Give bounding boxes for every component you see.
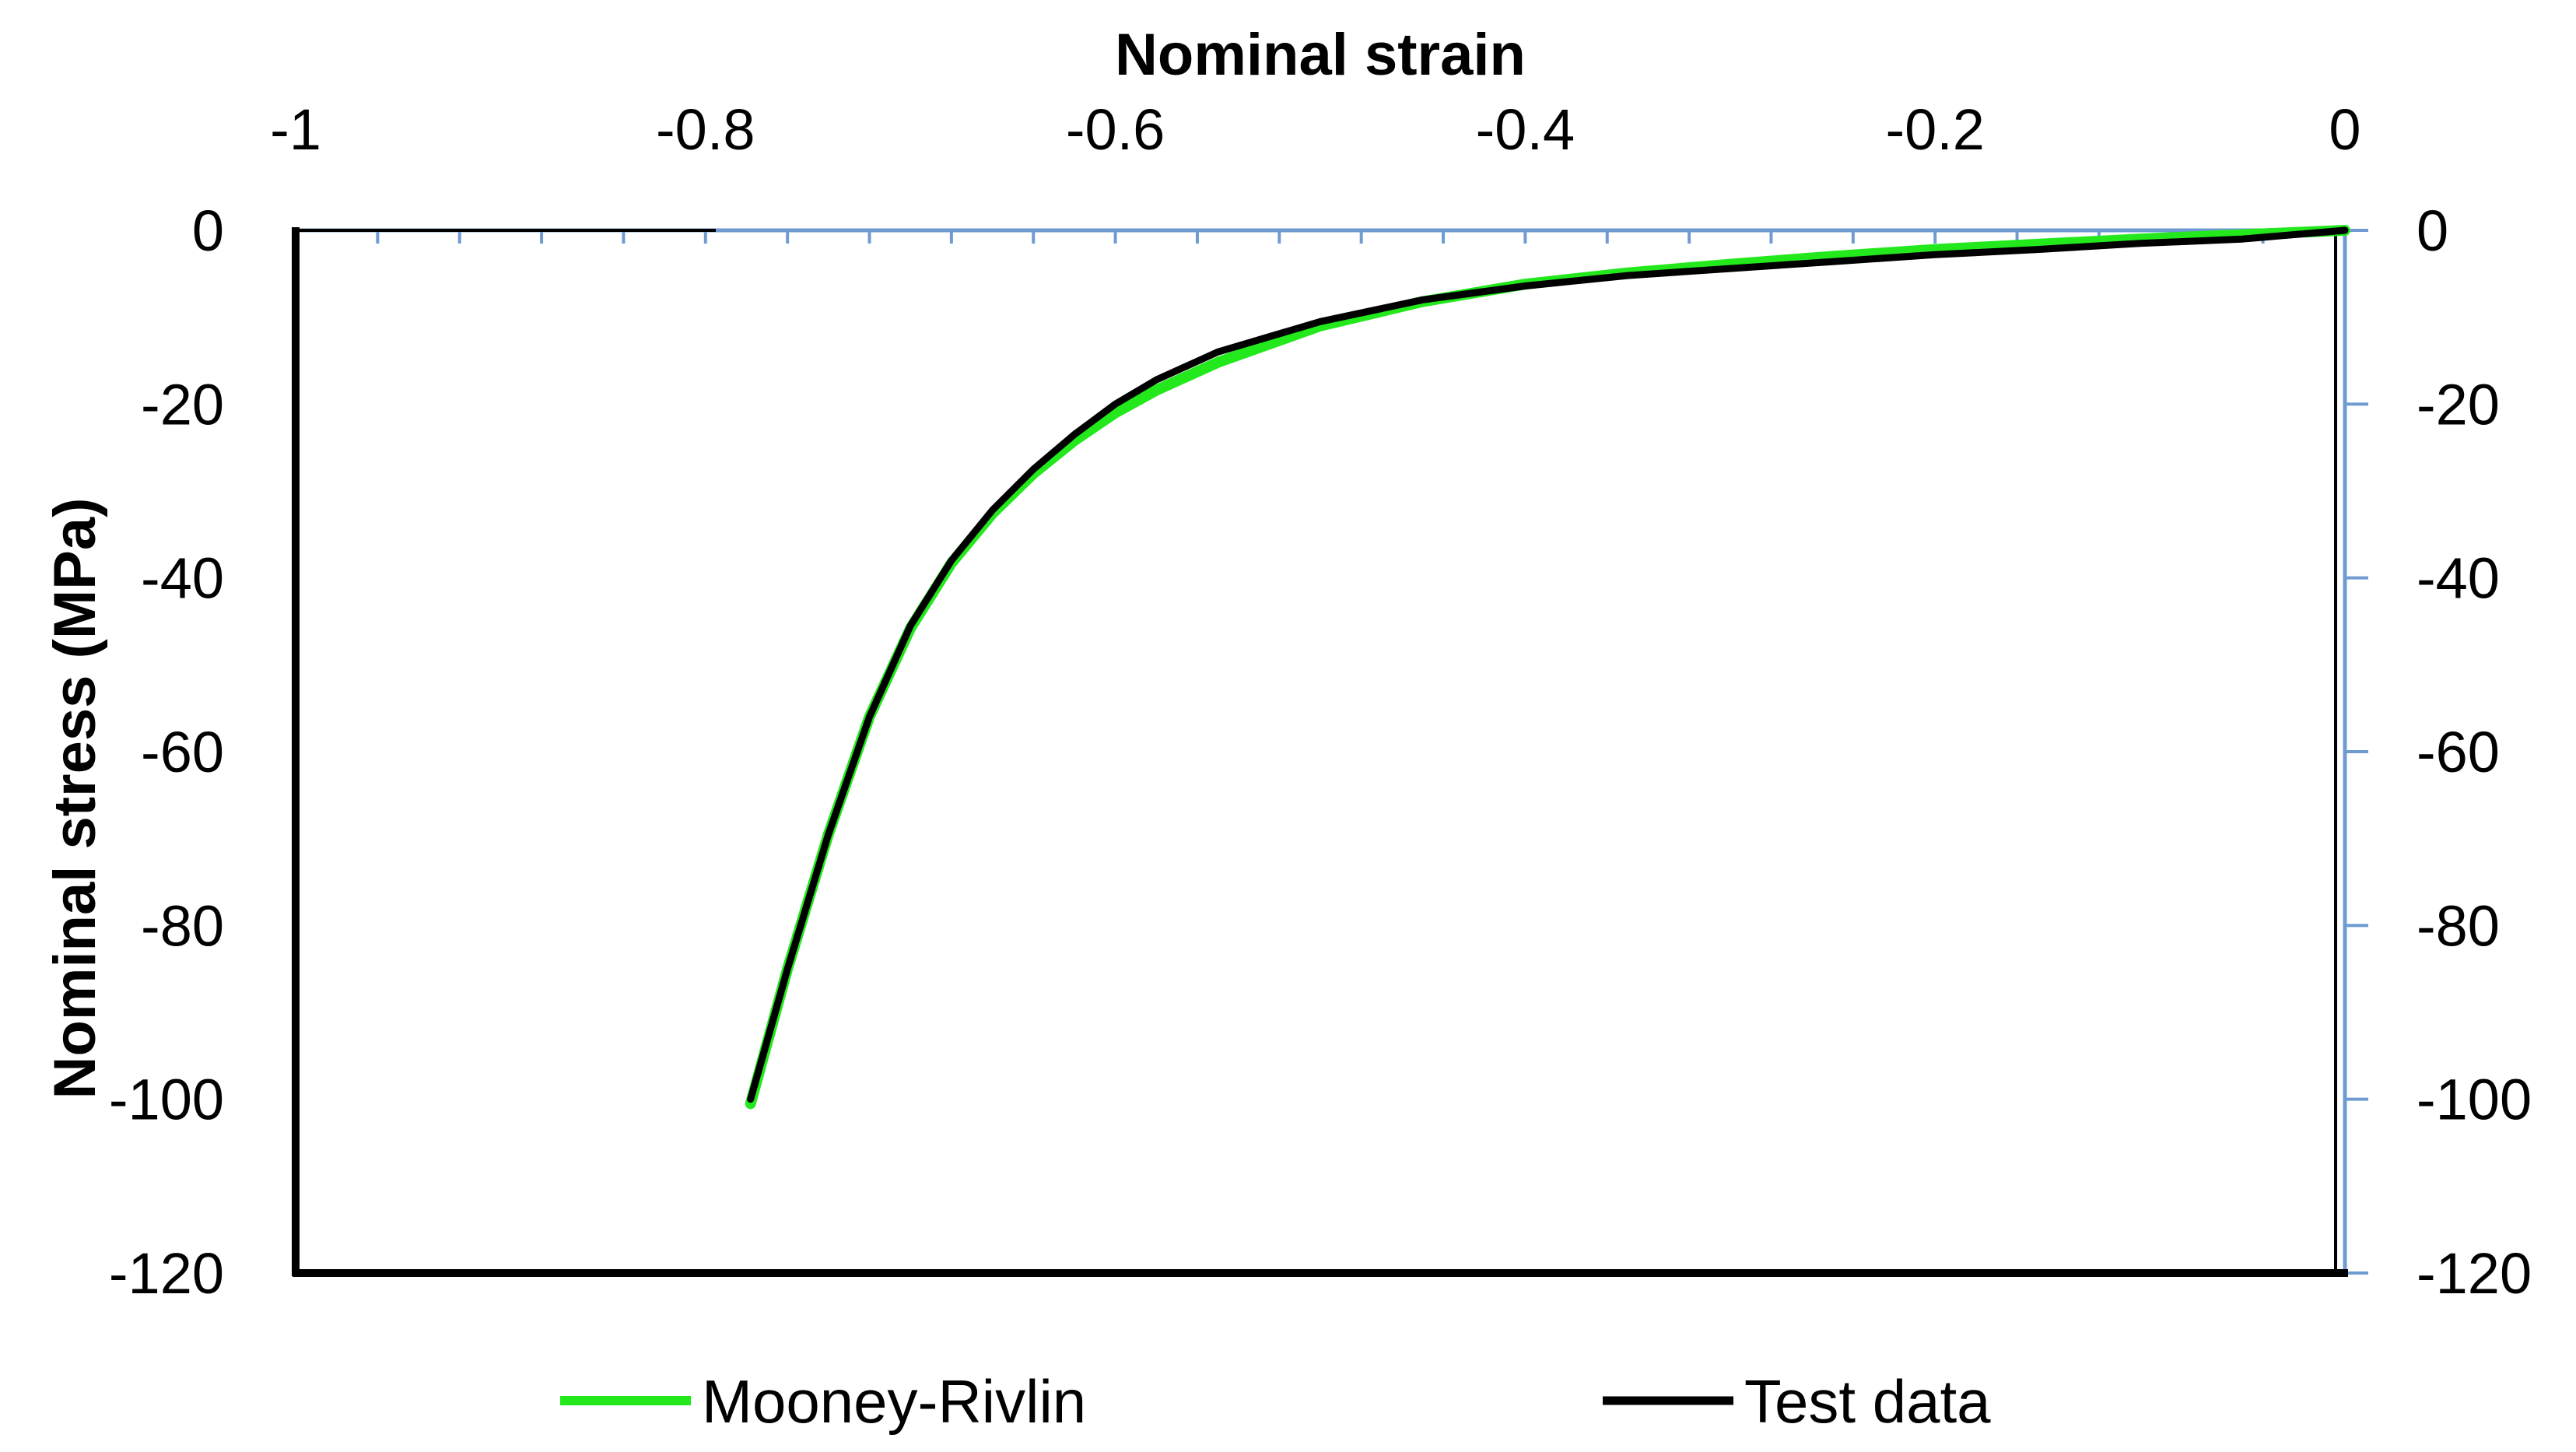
y-tick-label-left: -80	[141, 893, 224, 958]
y-tick-label-right: -100	[2417, 1068, 2532, 1132]
x-tick-label: -0.2	[1885, 97, 1985, 162]
y-axis-title: Nominal stress (MPa)	[42, 498, 108, 1100]
y-tick-label-left: -120	[109, 1241, 224, 1306]
x-axis-title: Nominal strain	[1115, 22, 1526, 88]
x-tick-label: 0	[2329, 97, 2360, 162]
y-tick-labels-right: 0 -20 -40 -60 -80 -100 -120	[2417, 198, 2532, 1306]
y-tick-label-left: -60	[141, 720, 224, 784]
y-tick-label-right: -120	[2417, 1241, 2532, 1306]
legend-label: Mooney-Rivlin	[702, 1367, 1086, 1436]
y-tick-label-left: 0	[192, 198, 224, 263]
y-tick-label-right: -40	[2417, 546, 2500, 611]
legend: Mooney-Rivlin Test data	[560, 1367, 1991, 1436]
series-line-0	[745, 225, 2350, 1110]
y-tick-label-left: -100	[109, 1068, 224, 1132]
series-line-1	[747, 226, 2349, 1103]
y-tick-label-right: -80	[2417, 893, 2500, 958]
y-tick-label-right: 0	[2417, 198, 2448, 263]
y-tick-label-right: -20	[2417, 372, 2500, 437]
y-tick-labels-left: 0 -20 -40 -60 -80 -100 -120	[109, 198, 224, 1306]
x-tick-labels: -1 -0.8 -0.6 -0.4 -0.2 0	[270, 97, 2360, 162]
y-tick-label-left: -40	[141, 546, 224, 611]
plot-lines	[745, 225, 2350, 1110]
y-tick-label-left: -20	[141, 372, 224, 437]
axes	[292, 227, 2368, 1277]
x-tick-label: -0.6	[1066, 97, 1165, 162]
x-tick-label: -0.8	[656, 97, 755, 162]
x-tick-label: -1	[270, 97, 321, 162]
y-tick-label-right: -60	[2417, 720, 2500, 784]
legend-label: Test data	[1744, 1367, 1991, 1436]
x-tick-label: -0.4	[1476, 97, 1575, 162]
